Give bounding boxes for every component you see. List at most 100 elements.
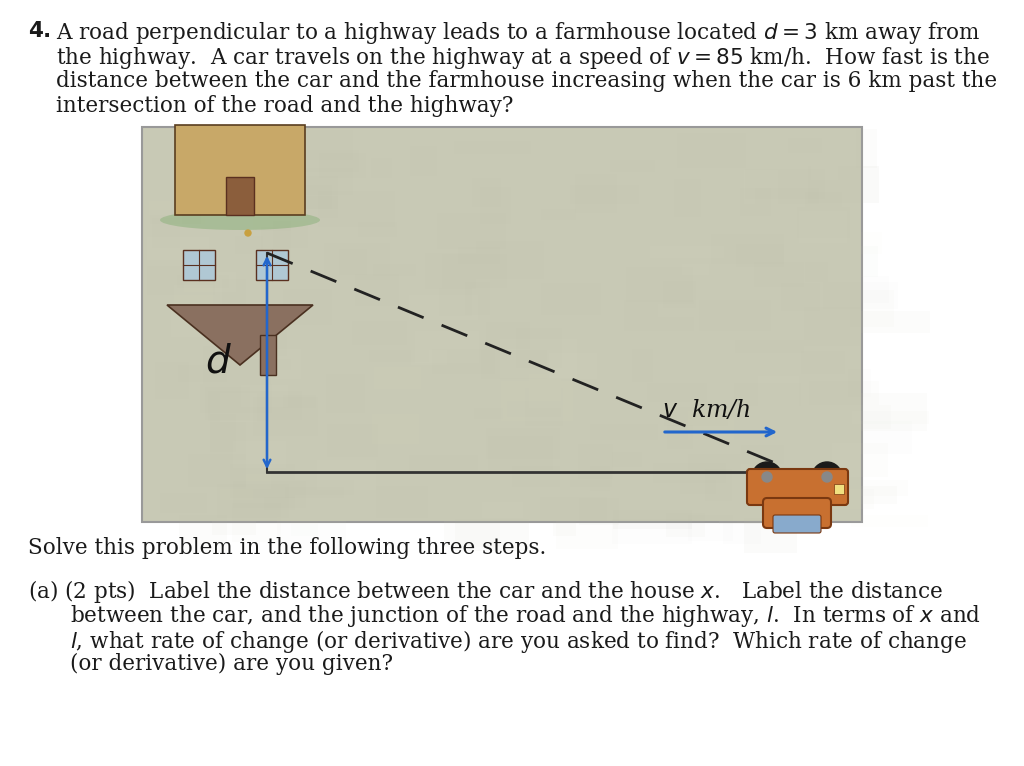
Circle shape [752, 462, 782, 492]
Bar [706, 159, 755, 185]
Bar [177, 274, 229, 287]
Bar [612, 445, 664, 473]
Bar [222, 279, 246, 309]
Text: $v$  km/h: $v$ km/h [662, 398, 751, 422]
Bar [411, 350, 446, 365]
Bar [425, 253, 476, 289]
Bar [147, 237, 210, 266]
Bar [276, 518, 346, 550]
Bar [291, 499, 318, 535]
Bar [852, 411, 930, 424]
Text: between the car, and the junction of the road and the highway, $l$.  In terms of: between the car, and the junction of the… [70, 603, 981, 629]
Bar [346, 349, 414, 382]
Bar [816, 464, 855, 491]
Bar [258, 325, 288, 355]
Bar [355, 273, 399, 306]
Bar [647, 383, 707, 402]
Bar [835, 486, 897, 504]
Bar [171, 305, 245, 337]
Bar [184, 272, 237, 292]
Bar [175, 125, 305, 215]
Bar [369, 350, 429, 362]
Bar [671, 351, 724, 385]
Bar [610, 160, 654, 172]
FancyBboxPatch shape [773, 515, 821, 533]
Bar [352, 321, 408, 345]
Bar [206, 283, 271, 304]
Bar [168, 338, 248, 377]
Bar [360, 473, 382, 498]
Bar [377, 205, 443, 241]
Bar [379, 305, 433, 329]
Bar [438, 289, 472, 316]
Bar [788, 428, 825, 449]
Bar [719, 493, 785, 525]
Bar [612, 519, 692, 545]
Bar [507, 401, 561, 417]
Bar [147, 260, 215, 295]
Bar [553, 519, 575, 536]
Bar [200, 385, 272, 414]
Bar [764, 502, 805, 515]
Bar [480, 186, 511, 224]
Bar [178, 362, 216, 391]
Bar [682, 264, 710, 275]
Bar [317, 460, 376, 489]
Bar [372, 443, 427, 459]
Bar [474, 408, 503, 420]
Bar [152, 218, 180, 248]
Bar [319, 153, 367, 178]
Bar [707, 134, 733, 169]
Bar [163, 286, 237, 316]
Bar [283, 289, 332, 325]
Bar [436, 365, 513, 388]
Bar [409, 295, 478, 320]
Bar [299, 331, 376, 370]
Bar [602, 128, 682, 146]
Bar [625, 300, 694, 331]
Bar [574, 175, 616, 213]
Bar [239, 237, 276, 260]
Bar [848, 368, 871, 397]
Bar [465, 282, 489, 315]
Bar [443, 509, 500, 547]
Circle shape [812, 462, 842, 492]
Bar [453, 377, 528, 415]
Bar [741, 445, 784, 463]
Bar [148, 201, 171, 214]
Circle shape [245, 230, 251, 236]
Bar [591, 424, 658, 440]
Ellipse shape [160, 210, 319, 230]
Bar [371, 158, 392, 178]
Bar [770, 479, 809, 500]
Bar [633, 203, 664, 237]
Bar [334, 182, 383, 205]
Bar [613, 510, 692, 529]
Bar [705, 308, 758, 322]
Bar [212, 501, 256, 535]
Bar [497, 364, 572, 378]
Bar [611, 452, 642, 466]
Bar [442, 174, 510, 209]
Bar [850, 290, 894, 327]
Bar [841, 480, 907, 496]
Bar [688, 411, 734, 440]
Bar [188, 454, 246, 486]
Bar [823, 246, 878, 277]
Bar [570, 474, 612, 487]
Bar [697, 277, 768, 293]
Bar [690, 437, 718, 461]
Bar [782, 486, 850, 509]
Bar [160, 346, 218, 359]
Bar [569, 177, 598, 208]
Bar [255, 185, 332, 208]
Bar [155, 362, 189, 398]
Bar [549, 353, 597, 379]
Bar [406, 257, 449, 287]
Bar [805, 262, 827, 282]
Bar [358, 320, 419, 358]
Bar [243, 394, 311, 412]
Bar [698, 250, 759, 281]
Bar [272, 221, 307, 247]
Bar [500, 339, 578, 378]
